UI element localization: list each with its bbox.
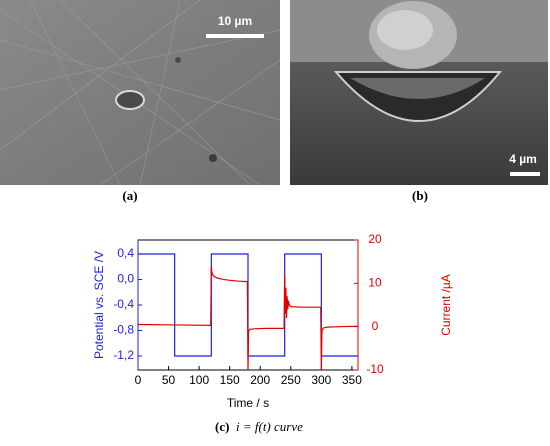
panel-label: (a) — [122, 188, 137, 203]
scale-bar-label: 4 µm — [509, 152, 537, 166]
y-tick-label: 0,0 — [117, 272, 134, 286]
y-axis-title: Potential vs. SCE /V — [92, 251, 106, 359]
x-tick-label: 200 — [250, 373, 270, 387]
x-axis-title: Time / s — [227, 396, 269, 410]
x-tick-label: 300 — [311, 373, 331, 387]
data-line — [137, 265, 359, 371]
panel-caption: i = f(t) curve — [236, 419, 303, 434]
x-tick-label: 0 — [135, 373, 142, 387]
y2-tick-label: 10 — [368, 276, 382, 290]
sem-image-b: 4 µm — [290, 0, 548, 185]
y2-tick-label: -10 — [366, 362, 384, 376]
x-tick-label: 100 — [189, 373, 209, 387]
y-tick-label: -0,8 — [113, 323, 134, 337]
y-tick-label: 0,4 — [117, 246, 134, 260]
y-tick-label: -0,4 — [113, 297, 134, 311]
x-tick-label: 150 — [220, 373, 240, 387]
x-tick-label: 50 — [162, 373, 176, 387]
y2-axis-title: Current /µA — [439, 274, 453, 336]
y2-tick-label: 0 — [372, 319, 379, 333]
sem-image-a: 10 µm — [0, 0, 281, 186]
panel-label: (c) — [215, 419, 229, 434]
x-tick-label: 250 — [281, 373, 301, 387]
x-tick-label: 350 — [342, 373, 362, 387]
panel-label: (b) — [412, 188, 428, 203]
y2-tick-label: 20 — [368, 232, 382, 246]
y-tick-label: -1,2 — [113, 348, 134, 362]
scale-bar-label: 10 µm — [218, 14, 252, 28]
